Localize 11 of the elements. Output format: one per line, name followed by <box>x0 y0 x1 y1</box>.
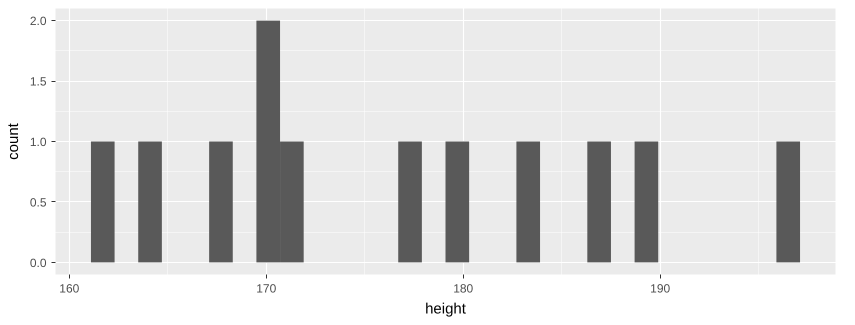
x-tick-label: 180 <box>453 282 474 296</box>
y-tick-label: 0.0 <box>30 256 47 270</box>
y-tick-label: 2.0 <box>30 14 47 28</box>
y-axis-title: count <box>4 122 22 160</box>
x-tick-label: 170 <box>256 282 277 296</box>
y-tick-label: 1.5 <box>30 74 47 89</box>
x-tick-label: 190 <box>650 282 671 296</box>
y-tick-label: 1.0 <box>30 135 47 149</box>
x-tick-label: 160 <box>59 282 80 296</box>
x-axis-title: height <box>425 300 467 318</box>
y-tick-label: 0.5 <box>30 195 47 210</box>
